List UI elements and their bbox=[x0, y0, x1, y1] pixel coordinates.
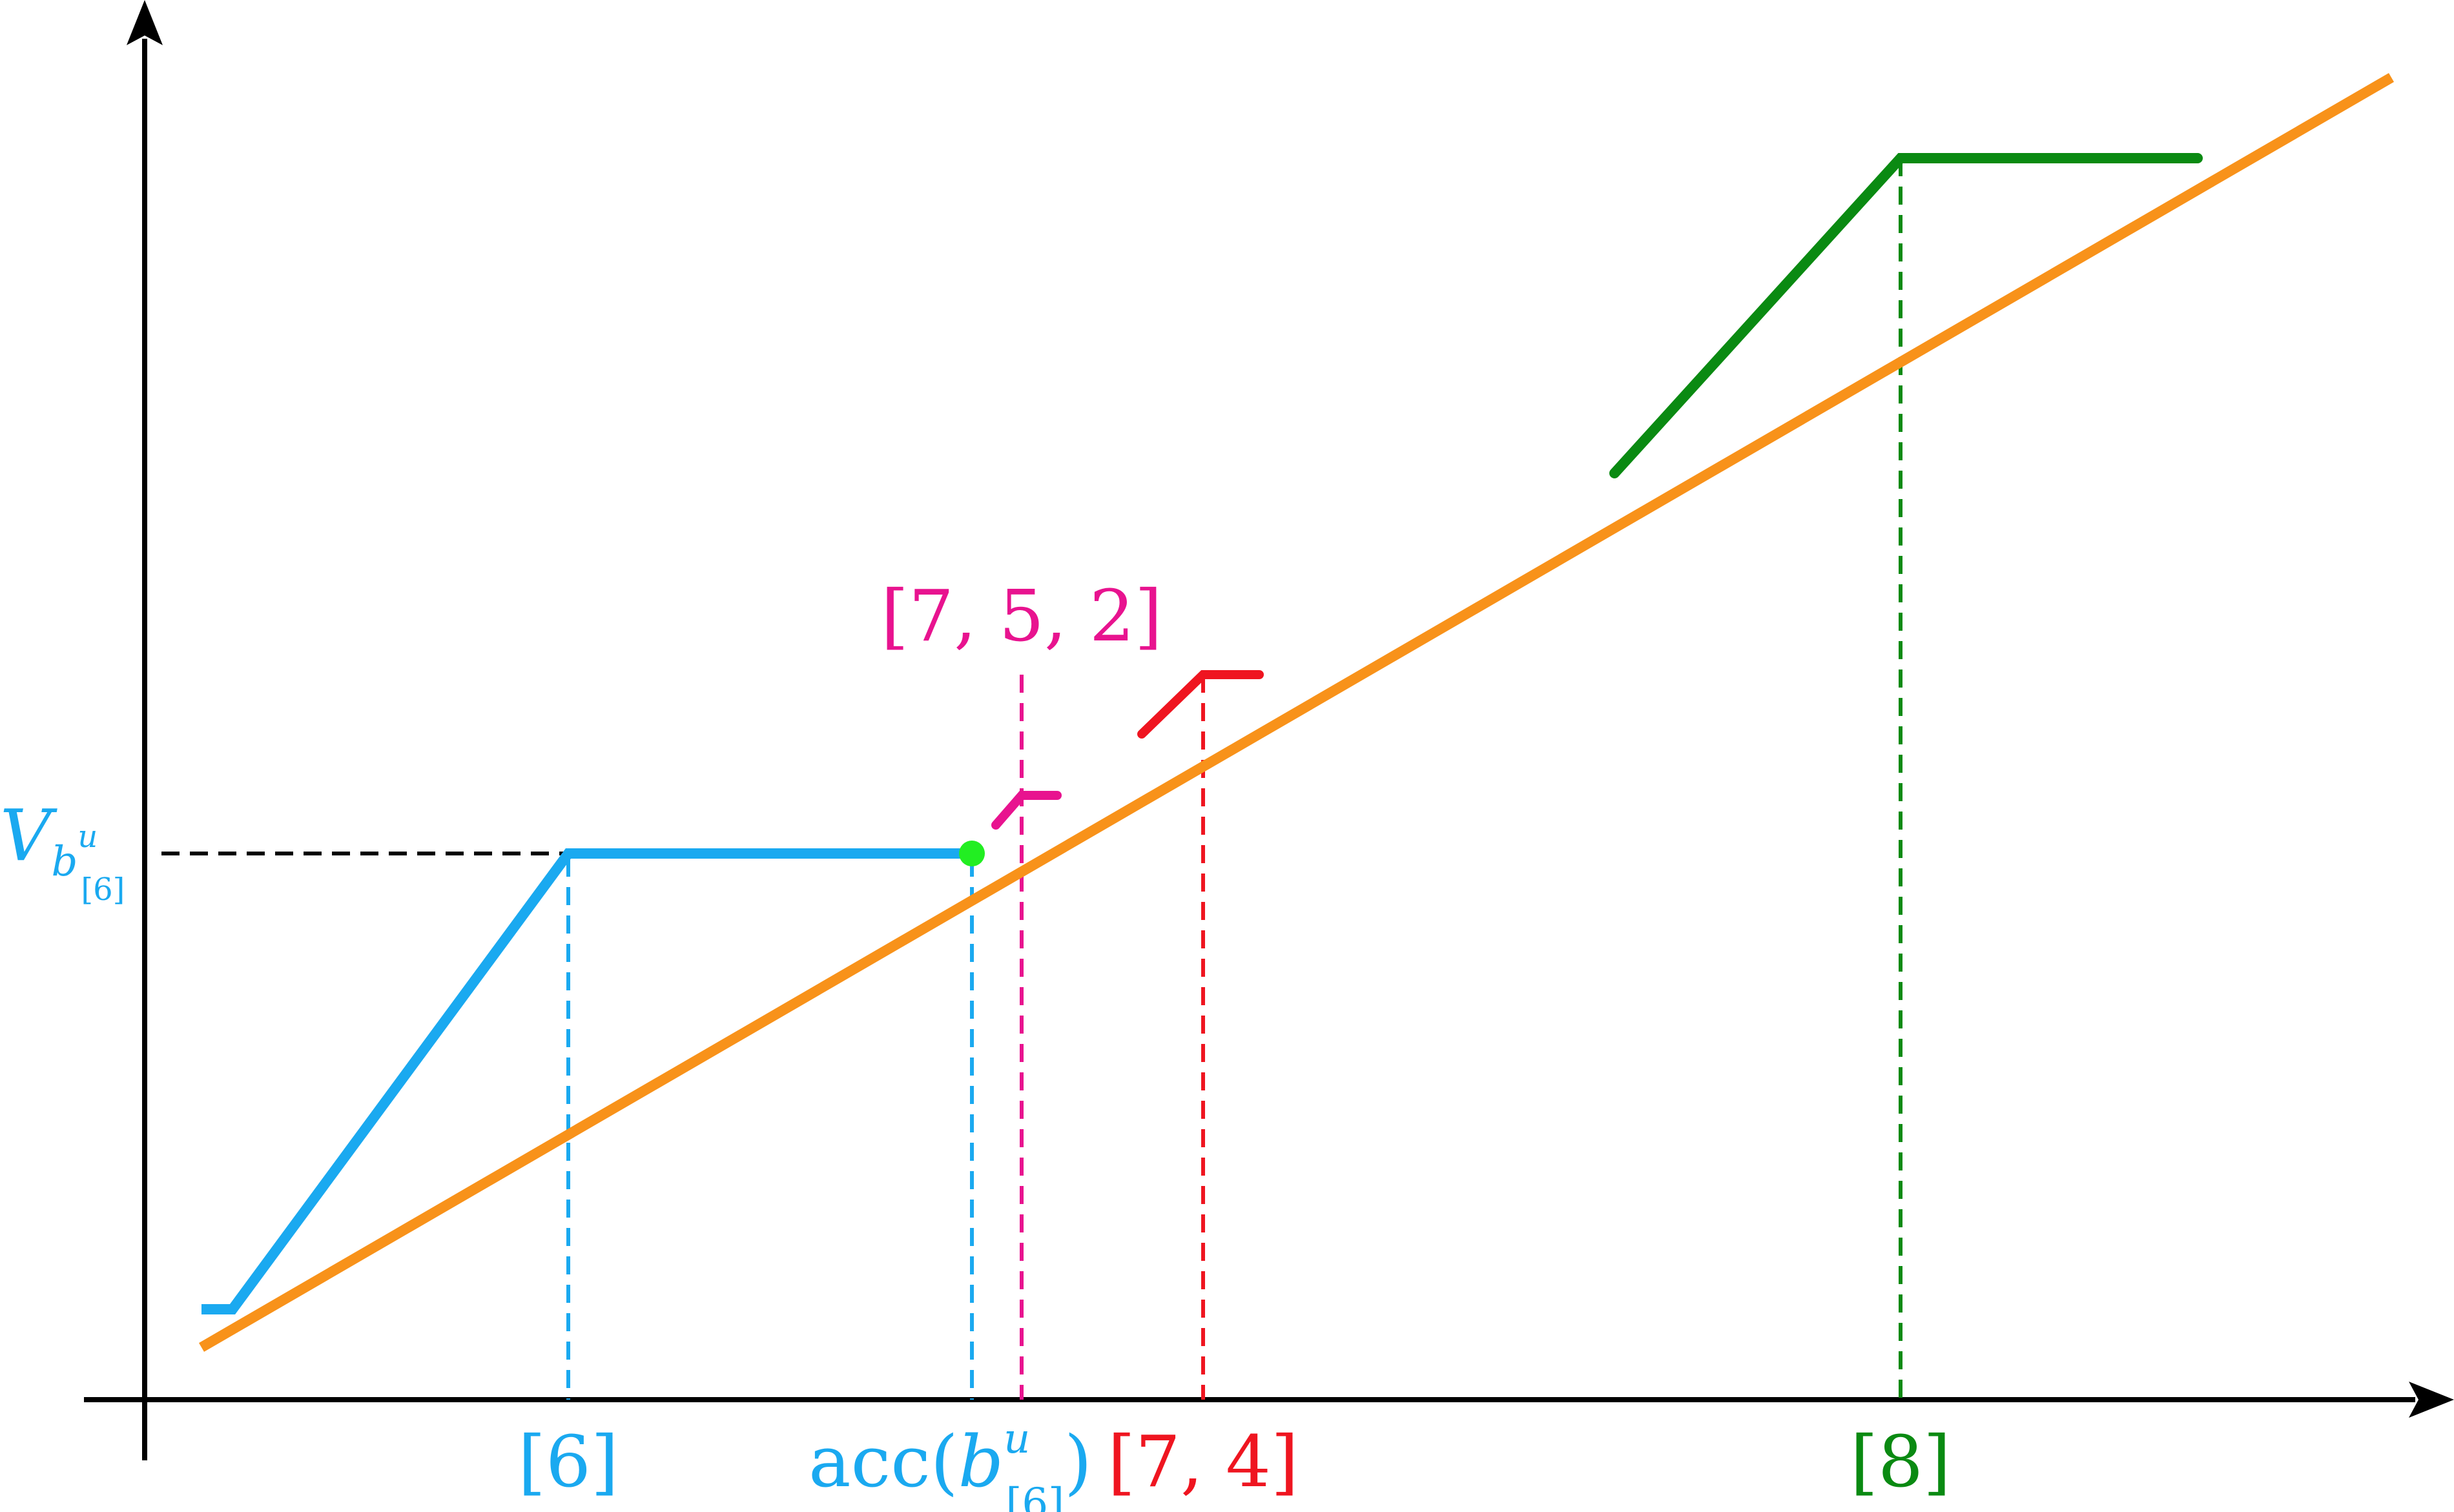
label-eight: [8] bbox=[1850, 1420, 1951, 1503]
label-v-level: Vbu [6] bbox=[0, 794, 125, 908]
x-axis-arrowhead bbox=[2409, 1382, 2454, 1418]
blue-curve bbox=[201, 848, 972, 1314]
label-six: [6] bbox=[518, 1420, 619, 1503]
label-seven-four: [7, 4] bbox=[1108, 1420, 1299, 1503]
label-seven-five-two: [7, 5, 2] bbox=[881, 575, 1162, 657]
orange-line bbox=[198, 73, 2395, 1352]
label-acc: acc(bu [6]) bbox=[809, 1415, 1092, 1512]
magenta-curve bbox=[991, 791, 1062, 830]
red-curve bbox=[1137, 670, 1264, 739]
green-curve bbox=[1609, 153, 2203, 478]
axes bbox=[84, 0, 2454, 1460]
intersection-point bbox=[959, 841, 985, 866]
y-axis-arrowhead bbox=[127, 0, 163, 45]
